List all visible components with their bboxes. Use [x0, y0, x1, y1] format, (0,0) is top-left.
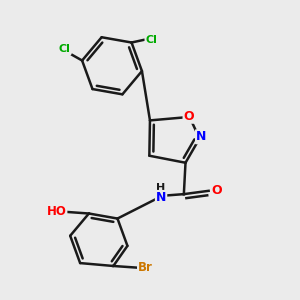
Text: H: H	[156, 182, 165, 193]
Text: O: O	[184, 110, 194, 123]
Text: Cl: Cl	[59, 44, 70, 54]
Text: Cl: Cl	[146, 35, 157, 45]
Text: N: N	[196, 130, 206, 143]
Text: N: N	[156, 191, 166, 204]
Text: O: O	[212, 184, 222, 197]
Text: Br: Br	[138, 261, 153, 274]
Text: HO: HO	[46, 205, 66, 218]
